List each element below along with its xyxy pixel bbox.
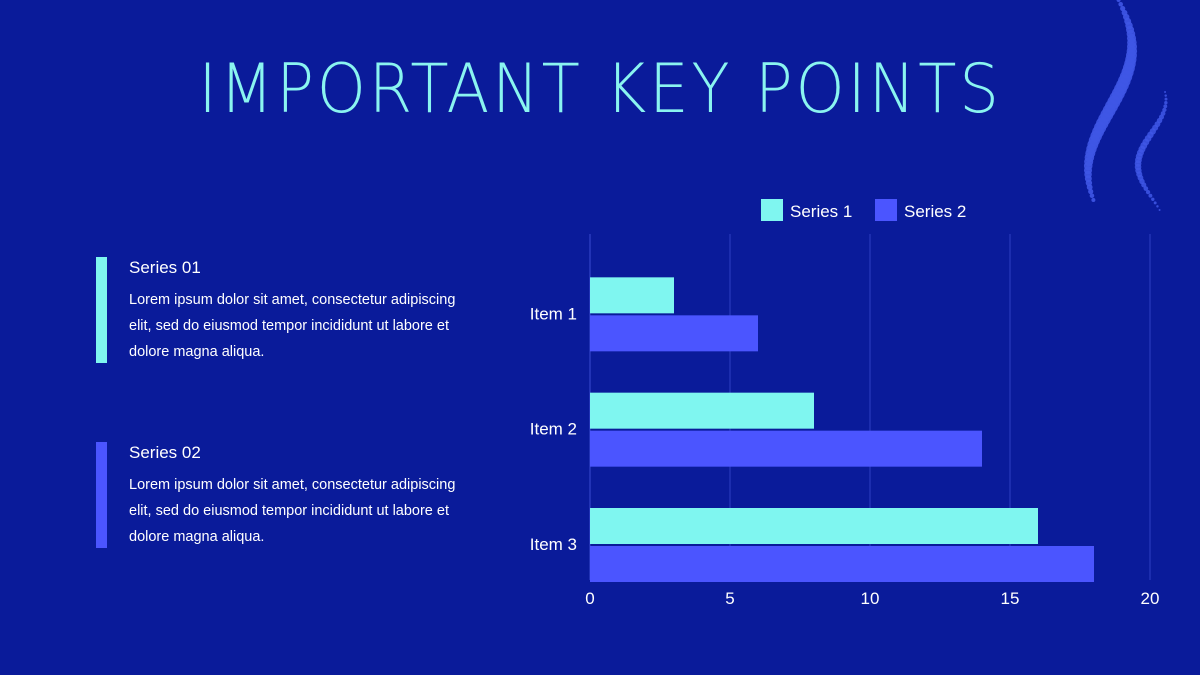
- series-02-block: Series 02 Lorem ipsum dolor sit amet, co…: [96, 442, 476, 552]
- series-01-text: Lorem ipsum dolor sit amet, consectetur …: [129, 292, 456, 360]
- bar-2-item-1: [590, 315, 758, 352]
- category-label: Item 1: [530, 304, 577, 323]
- series-01-block: Series 01 Lorem ipsum dolor sit amet, co…: [96, 257, 476, 367]
- series-02-text: Lorem ipsum dolor sit amet, consectetur …: [129, 477, 456, 545]
- series-01-accent-bar: [96, 257, 107, 363]
- x-tick-label: 5: [725, 589, 734, 608]
- category-label: Item 3: [530, 535, 577, 554]
- bar-2-item-2: [590, 430, 982, 467]
- legend-swatch-1: [761, 199, 783, 221]
- series-02-accent-bar: [96, 442, 107, 548]
- legend-label-2: Series 2: [904, 202, 966, 221]
- x-tick-label: 15: [1001, 589, 1020, 608]
- bar-1-item-2: [590, 392, 814, 429]
- bar-2-item-3: [590, 546, 1094, 582]
- legend-label-1: Series 1: [790, 202, 852, 221]
- category-label: Item 2: [530, 420, 577, 439]
- x-tick-label: 0: [585, 589, 594, 608]
- slide-title: IMPORTANT KEY POINTS: [198, 50, 1002, 129]
- series-02-heading: Series 02: [129, 443, 201, 462]
- legend-swatch-2: [875, 199, 897, 221]
- x-tick-label: 10: [861, 589, 880, 608]
- series-01-heading: Series 01: [129, 258, 201, 277]
- bar-1-item-3: [590, 508, 1038, 544]
- x-tick-label: 20: [1141, 589, 1160, 608]
- bar-1-item-1: [590, 277, 674, 314]
